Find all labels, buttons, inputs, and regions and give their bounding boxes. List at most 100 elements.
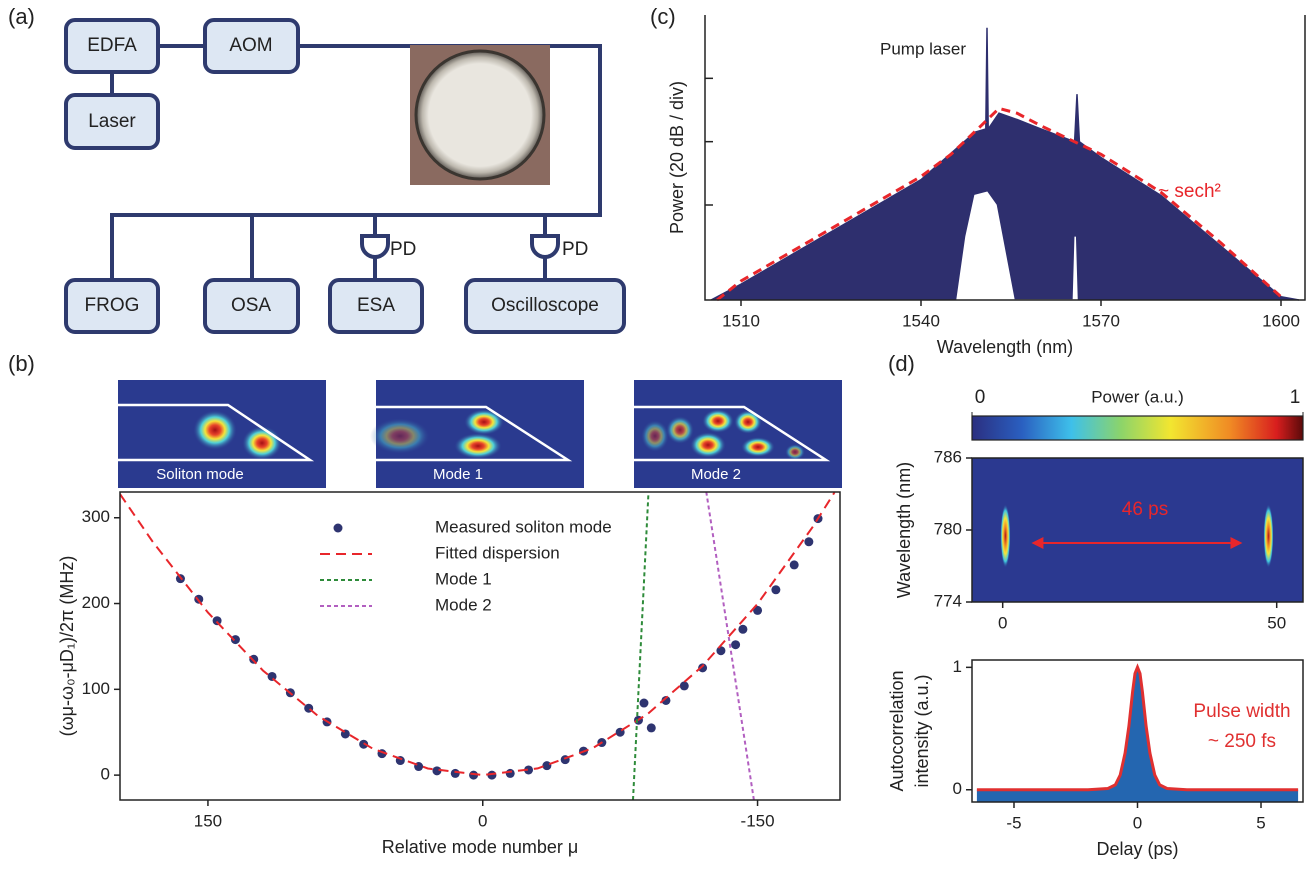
data-point	[661, 695, 671, 705]
area-line	[710, 27, 1300, 301]
mode-spot	[690, 432, 726, 458]
data-point	[542, 761, 552, 771]
plot-3	[976, 663, 1299, 802]
x-axis-label: Wavelength (nm)	[937, 337, 1073, 357]
heatmap-background	[972, 458, 1303, 602]
pd-label: PD	[562, 239, 588, 260]
data-point	[432, 766, 442, 776]
node-label: OSA	[231, 295, 271, 316]
node-label: Laser	[88, 111, 136, 132]
colorbar	[971, 415, 1304, 441]
node-box	[64, 278, 160, 334]
y-axis-label: (ωμ-ω₀-μD₁)/2π (MHz)	[57, 556, 77, 737]
y-axis-label: intensity (a.u.)	[912, 674, 932, 787]
curve	[632, 492, 650, 800]
resonator	[414, 49, 546, 181]
data-point	[450, 768, 460, 778]
node-box	[203, 18, 300, 74]
plot-2	[972, 458, 1303, 602]
pulse	[1000, 504, 1011, 568]
x-axis-label: Delay (ps)	[1096, 839, 1178, 859]
y-tick-label: 200	[82, 593, 110, 612]
data-point	[731, 640, 741, 650]
x-tick-label: 0	[1133, 813, 1142, 832]
y-tick-label: 0	[953, 779, 962, 798]
mode-label: Mode 2	[691, 466, 741, 483]
annotation: Pulse width	[1193, 701, 1290, 722]
data-point	[646, 723, 656, 733]
x-tick-label: 1600	[1262, 311, 1300, 330]
area-line	[976, 663, 1299, 792]
colorbar-tick-label: 0	[975, 387, 986, 408]
photodetector	[530, 234, 560, 259]
panel-label: (d)	[888, 351, 915, 376]
mode-label: Soliton mode	[156, 466, 244, 483]
mode-spot	[785, 444, 805, 460]
data-point	[771, 585, 781, 595]
y-tick-label: 786	[934, 447, 962, 466]
annotation: 46 ps	[1122, 499, 1168, 520]
node-label: AOM	[229, 35, 272, 56]
y-tick-label: 100	[82, 679, 110, 698]
x-tick-label: -5	[1006, 813, 1021, 832]
y-tick-label: 774	[934, 591, 962, 610]
y-tick-label: 780	[934, 519, 962, 538]
data-point	[524, 765, 534, 775]
x-tick-label: 0	[998, 613, 1007, 632]
pulse	[1263, 504, 1274, 568]
mode-images: Soliton mode Mode 1 Mode 2	[118, 380, 842, 488]
curve	[705, 492, 755, 800]
x-tick-label: 0	[478, 811, 487, 830]
mode-spot	[454, 433, 502, 459]
data-point	[505, 768, 515, 778]
setup-diagram: PD PD EDFA AOM Laser FROG OSA ESA Oscill…	[64, 18, 626, 334]
mode-spot	[641, 420, 669, 452]
node-box	[203, 278, 300, 334]
mode-spot	[741, 437, 775, 457]
y-tick-label: 0	[101, 765, 110, 784]
fit-line	[716, 106, 1283, 302]
legend-label: Measured soliton mode	[435, 517, 612, 536]
x-tick-label: 1570	[1082, 311, 1120, 330]
data-point	[716, 646, 726, 656]
x-tick-label: 5	[1256, 813, 1265, 832]
node-box	[328, 278, 424, 334]
data-point	[789, 560, 799, 570]
mode-spot	[193, 410, 237, 450]
panel-label: (a)	[8, 4, 35, 29]
node-box	[64, 18, 160, 74]
plot-0	[710, 27, 1300, 302]
legend-symbol	[333, 523, 343, 533]
node-box	[464, 278, 626, 334]
data-point	[230, 635, 240, 645]
mode-spot	[702, 409, 734, 433]
y-tick-label: 1	[953, 657, 962, 676]
data-point	[804, 537, 814, 547]
y-tick-label: 300	[82, 507, 110, 526]
mode-spot	[242, 426, 282, 460]
colorbar-tick-label: 1	[1290, 387, 1301, 408]
y-axis-label: Power (20 dB / div)	[667, 81, 687, 234]
annotation: ~ 250 fs	[1208, 731, 1276, 752]
annotation: ~ sech²	[1158, 181, 1221, 202]
colorbar-label: Power (a.u.)	[1091, 387, 1184, 406]
data-point	[679, 681, 689, 691]
data-point	[738, 624, 748, 634]
panel-label: (c)	[650, 4, 676, 29]
x-tick-label: 50	[1267, 613, 1286, 632]
data-point	[212, 616, 222, 626]
area-fill	[976, 667, 1299, 802]
plot-frame	[704, 15, 1306, 301]
x-tick-label: -150	[741, 811, 775, 830]
node-label: EDFA	[87, 35, 137, 56]
plot-frame	[119, 491, 841, 801]
legend-label: Fitted dispersion	[435, 543, 560, 562]
mode-spot	[464, 409, 504, 435]
waveguide-outline	[634, 405, 831, 462]
x-tick-label: 1540	[902, 311, 940, 330]
x-tick-label: 150	[194, 811, 222, 830]
connection	[110, 44, 602, 280]
panel-label: (b)	[8, 351, 35, 376]
mode-label: Mode 1	[433, 466, 483, 483]
